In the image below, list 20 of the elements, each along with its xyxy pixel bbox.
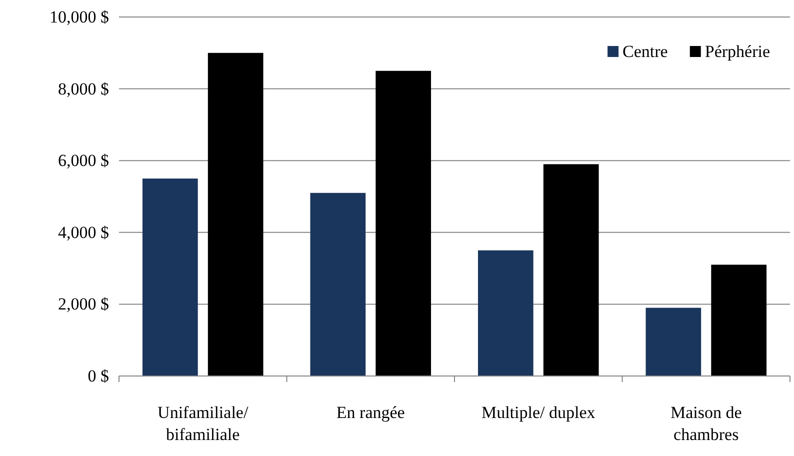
legend-label: Pérphérie — [704, 42, 770, 61]
y-tick-label: 8,000 $ — [58, 79, 109, 98]
y-tick-label: 4,000 $ — [58, 222, 109, 242]
legend-label: Centre — [622, 42, 668, 61]
bar — [711, 264, 767, 376]
bar — [478, 250, 534, 376]
x-tick-label: Maison de chambres — [670, 403, 742, 444]
y-tick-label: 2,000 $ — [58, 294, 109, 314]
bar — [208, 52, 264, 376]
y-tick-label: 0 $ — [88, 366, 109, 386]
bar — [543, 164, 599, 376]
x-tick-label: En rangée — [336, 403, 405, 422]
y-tick-label: 6,000 $ — [58, 151, 109, 170]
y-tick-label: 10,000 $ — [50, 7, 109, 26]
bar — [646, 308, 702, 376]
bar — [376, 70, 432, 376]
bar — [310, 192, 366, 376]
x-tick-label: Unifamiliale/ bifamiliale — [158, 403, 248, 444]
x-tick-label: Multiple/ duplex — [481, 403, 596, 422]
bar — [142, 178, 198, 376]
